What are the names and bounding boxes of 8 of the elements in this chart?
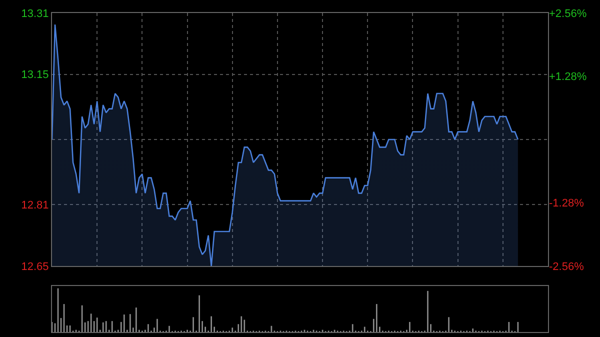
y-tick-label: 13.31 [21,8,49,20]
y-tick-label: 12.65 [21,260,49,273]
y2-tick-label: -2.56% [549,260,584,273]
y2-tick-label: +1.28% [549,71,587,84]
y2-tick-label: +2.56% [549,8,587,20]
y2-tick-label: -1.28% [549,198,584,210]
y-tick-label: 13.15 [21,69,49,82]
y-tick-label: 12.81 [21,200,49,212]
